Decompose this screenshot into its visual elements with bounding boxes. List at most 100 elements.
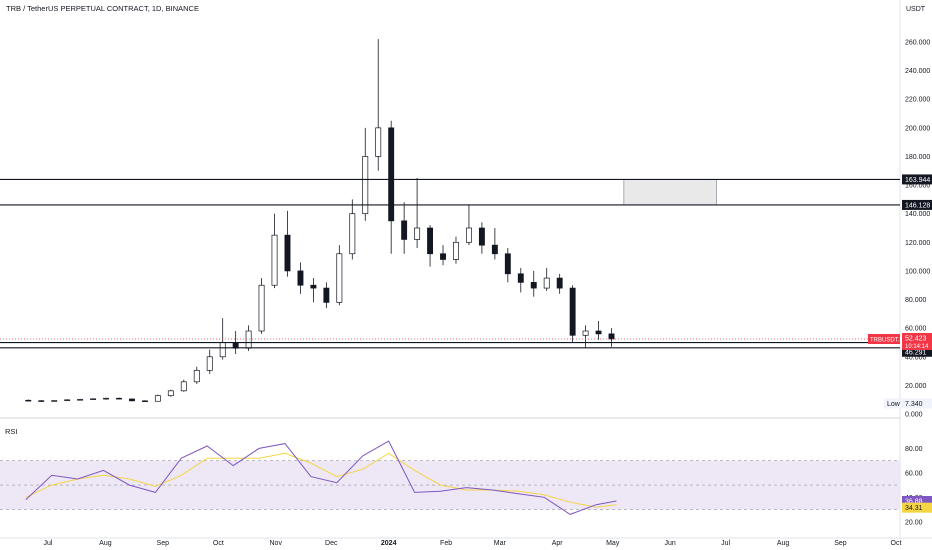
countdown-label: 10:14:14 — [905, 344, 929, 350]
rsi-panel-label[interactable]: RSI — [5, 427, 18, 436]
candle-body — [375, 127, 382, 157]
time-tick-label: Jul — [44, 540, 53, 547]
price-tick-label: 200.000 — [905, 125, 930, 132]
low-marker-value: 7.340 — [905, 401, 923, 408]
currency-label[interactable]: USDT — [906, 6, 926, 13]
candle-body — [530, 282, 537, 289]
candle-body — [193, 370, 200, 383]
time-tick-label: Nov — [270, 540, 283, 547]
time-tick-label: 2024 — [381, 540, 397, 547]
low-marker-label: Low — [887, 401, 901, 408]
candle-body — [64, 399, 71, 401]
time-tick-label: Sep — [157, 540, 170, 547]
rsi-tick-label: 60.00 — [905, 470, 923, 477]
price-tick-label: 100.000 — [905, 268, 930, 275]
symbol-badge-label: TRBUSDT.P — [870, 337, 903, 343]
rsi-ma-label: 34.31 — [905, 505, 923, 512]
candle-body — [349, 213, 356, 255]
rsi-line — [25, 440, 617, 515]
candle-body — [38, 400, 45, 402]
zone-box[interactable] — [623, 179, 717, 206]
price-tick-label: 60.000 — [905, 326, 927, 333]
candle-body — [388, 127, 395, 222]
time-tick-label: Oct — [213, 540, 224, 547]
candle-body — [284, 234, 291, 272]
candle-body — [582, 330, 589, 336]
rsi-tick-label: 80.00 — [905, 446, 923, 453]
price-tick-label: 40.000 — [905, 354, 927, 361]
candle-body — [245, 330, 252, 349]
candle-body — [141, 400, 148, 402]
rsi-ma-badge — [902, 502, 932, 513]
time-tick-label: Feb — [440, 540, 452, 547]
candle-body — [414, 227, 421, 240]
candle-body — [154, 395, 161, 402]
candle-body — [453, 241, 459, 260]
candle-body — [465, 227, 472, 243]
level-badge — [902, 199, 932, 210]
candle-body — [427, 227, 434, 255]
candle-body — [90, 398, 97, 400]
level-badge-label: 146.128 — [905, 202, 930, 209]
time-tick-label: Mar — [494, 540, 507, 547]
candle-body — [504, 253, 511, 275]
price-tick-label: 160.000 — [905, 183, 930, 190]
candle-body — [440, 253, 446, 260]
candle-body — [323, 287, 330, 303]
candle-body — [556, 277, 563, 289]
candle-body — [77, 399, 84, 401]
candle-body — [336, 253, 343, 303]
low-marker-bg — [884, 398, 932, 409]
last-price-badge — [902, 332, 932, 350]
time-tick-label: Dec — [325, 540, 338, 547]
candle-body — [401, 220, 408, 240]
price-tick-label: 140.000 — [905, 211, 930, 218]
rsi-ma-line — [25, 452, 617, 508]
candle-body — [595, 330, 602, 335]
symbol-badge — [868, 333, 900, 344]
level-badge — [902, 346, 932, 357]
candle-body — [167, 390, 174, 397]
candle-body — [608, 333, 615, 340]
time-tick-label: Jul — [721, 540, 730, 547]
candle-body — [569, 287, 576, 336]
chart-title: TRB / TetherUS PERPETUAL CONTRACT, 1D, B… — [6, 4, 199, 13]
candle-body — [310, 284, 317, 289]
candle-body — [219, 342, 226, 358]
time-tick-label: Apr — [552, 540, 564, 547]
candle-body — [517, 273, 524, 283]
time-tick-label: May — [606, 540, 620, 547]
price-tick-label: 80.000 — [905, 297, 927, 304]
candle-body — [362, 156, 369, 215]
time-tick-label: Jun — [664, 540, 675, 547]
price-tick-label: 120.000 — [905, 240, 930, 247]
time-tick-label: Aug — [777, 540, 790, 547]
candle-body — [129, 398, 135, 402]
price-tick-label: 220.000 — [905, 97, 930, 104]
price-tick-label: 180.000 — [905, 154, 930, 161]
time-tick-label: Oct — [891, 540, 902, 547]
candle-body — [478, 227, 485, 246]
price-tick-label: 0.000 — [905, 412, 923, 419]
candle-body — [180, 381, 187, 392]
time-tick-label: Aug — [99, 540, 112, 547]
candle-body — [116, 397, 122, 400]
candle-body — [297, 270, 304, 286]
candle-body — [103, 397, 109, 400]
candle-body — [51, 400, 58, 402]
candle-body — [258, 284, 265, 332]
level-badge-label: 46.291 — [905, 349, 927, 356]
time-tick-label: Sep — [834, 540, 847, 547]
rsi-value-badge — [902, 496, 932, 506]
rsi-tick-label: 20.00 — [905, 519, 923, 526]
candle-body — [25, 399, 32, 402]
price-tick-label: 240.000 — [905, 68, 930, 75]
rsi-value-label: 36.88 — [905, 499, 923, 506]
last-price-label: 52.423 — [905, 335, 927, 342]
price-tick-label: 260.000 — [905, 40, 930, 47]
candle-body — [543, 277, 550, 289]
candle-body — [271, 234, 278, 286]
level-badge — [902, 174, 932, 185]
level-badge-label: 163.944 — [905, 177, 930, 184]
